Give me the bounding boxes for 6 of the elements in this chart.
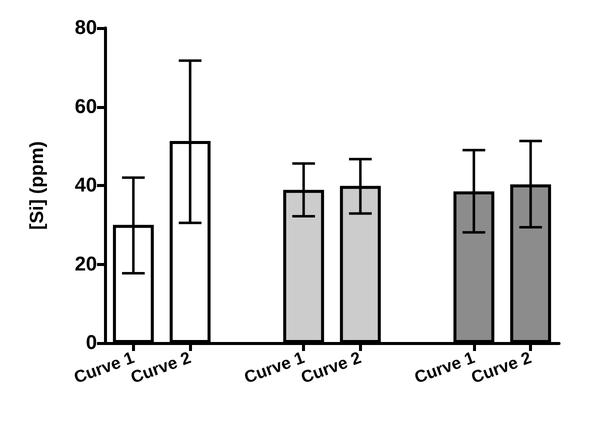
- y-axis-title: [Si] (ppm): [27, 141, 48, 230]
- y-tick-label: 80: [74, 17, 97, 39]
- y-tick-label: 0: [86, 332, 97, 354]
- y-tick-label: 40: [74, 174, 97, 196]
- y-tick-label: 60: [74, 96, 97, 118]
- y-tick-label: 20: [74, 253, 97, 276]
